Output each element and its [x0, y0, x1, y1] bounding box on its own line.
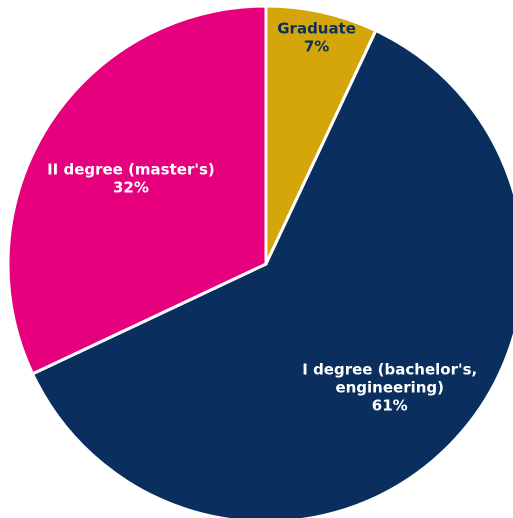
pie-slice-masters — [6, 4, 268, 376]
slice-category-label: engineering) — [335, 379, 444, 397]
slice-category-label: Graduate — [277, 20, 356, 38]
slice-label-bachelors: I degree (bachelor's, engineering) 61% — [302, 361, 477, 415]
labels-layer: Graduate 7% I degree (bachelor's, engineeri… — [47, 20, 477, 415]
pie-slice-bachelors — [30, 28, 513, 518]
slice-value-label: 7% — [304, 38, 329, 56]
slice-value-label: 32% — [113, 178, 149, 196]
slice-label-graduate: Graduate 7% — [277, 20, 356, 56]
pie-slice-graduate — [264, 4, 378, 265]
slice-value-label: 61% — [372, 397, 408, 415]
slices-layer — [6, 4, 513, 518]
slice-category-label: I degree (bachelor's, — [302, 361, 477, 379]
slice-category-label: II degree (master's) — [47, 160, 215, 178]
slice-label-masters: II degree (master's) 32% — [47, 160, 215, 196]
